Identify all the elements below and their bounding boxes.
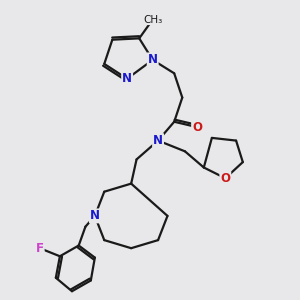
Text: N: N bbox=[148, 53, 158, 66]
Text: N: N bbox=[122, 72, 132, 85]
Text: O: O bbox=[220, 172, 230, 185]
Text: N: N bbox=[90, 209, 100, 222]
Text: CH₃: CH₃ bbox=[143, 14, 162, 25]
Text: N: N bbox=[153, 134, 163, 147]
Text: O: O bbox=[192, 121, 202, 134]
Text: F: F bbox=[36, 242, 44, 255]
